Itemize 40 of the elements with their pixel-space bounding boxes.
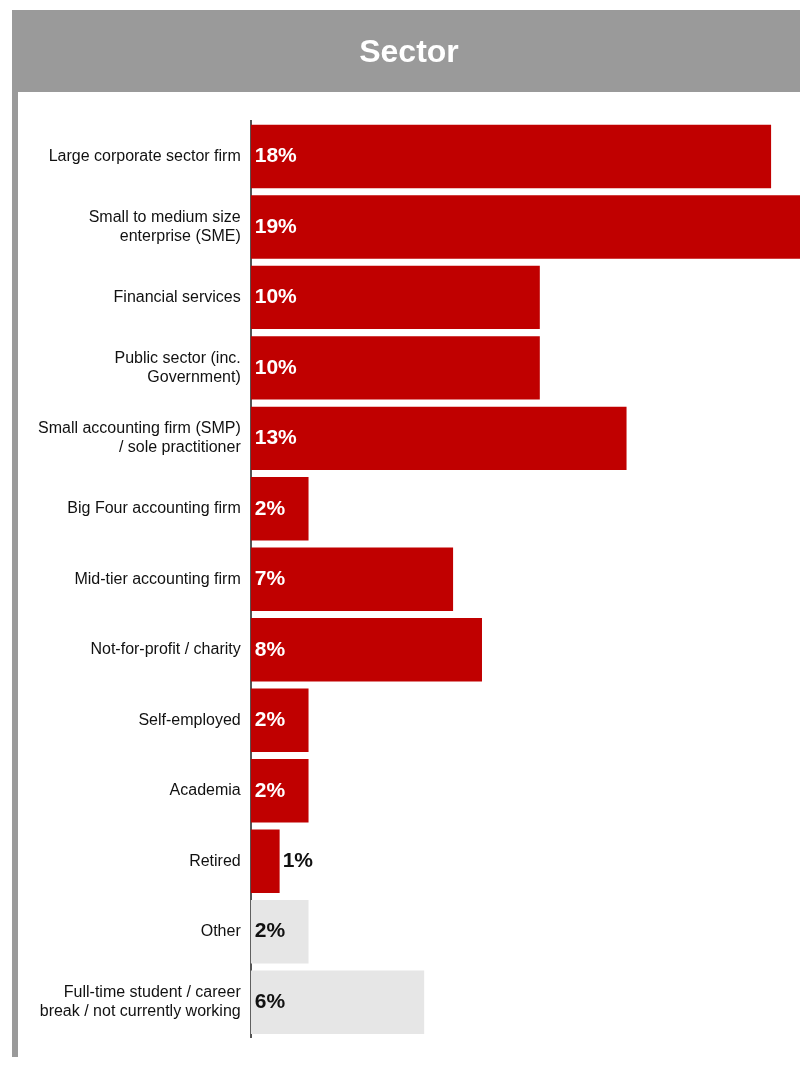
bar bbox=[250, 759, 309, 823]
data-label: 13% bbox=[254, 425, 298, 449]
y-tick-label: Financial services bbox=[113, 287, 241, 305]
data-label: 10% bbox=[254, 284, 298, 308]
bar bbox=[250, 265, 540, 330]
y-tick-label: Mid-tier accounting firm bbox=[74, 569, 241, 587]
y-tick-label: Small to medium size enterprise (SME) bbox=[88, 207, 241, 244]
data-label: 10% bbox=[254, 354, 298, 378]
data-label: 6% bbox=[254, 988, 286, 1012]
bar bbox=[250, 688, 309, 752]
y-tick-label: Self-employed bbox=[138, 710, 241, 728]
data-label: 18% bbox=[254, 143, 298, 167]
bar bbox=[250, 477, 309, 541]
y-tick-label: Not-for-profit / charity bbox=[90, 640, 241, 658]
y-tick-label: Large corporate sector firm bbox=[48, 146, 241, 164]
data-label: 2% bbox=[254, 918, 286, 942]
bar bbox=[250, 124, 772, 189]
bar bbox=[250, 336, 540, 400]
bar bbox=[250, 899, 309, 964]
data-label: 2% bbox=[254, 495, 286, 519]
bar bbox=[250, 195, 800, 259]
bar bbox=[250, 970, 425, 1034]
chart-title: Sector bbox=[18, 10, 800, 92]
y-tick-label: Public sector (inc. Government) bbox=[114, 348, 241, 385]
bar bbox=[250, 406, 627, 471]
bar bbox=[250, 547, 454, 612]
y-tick-label: Big Four accounting firm bbox=[67, 499, 241, 517]
y-tick-label: Small accounting firm (SMP) / sole practitioner bbox=[38, 419, 242, 456]
y-tick-label: Other bbox=[200, 922, 242, 940]
y-tick-label: Full-time student / career break / not currently working bbox=[39, 982, 242, 1020]
bar bbox=[250, 618, 482, 682]
data-label: 1% bbox=[282, 848, 314, 871]
data-label: 7% bbox=[254, 566, 286, 590]
data-label: 8% bbox=[254, 636, 286, 660]
data-label: 2% bbox=[254, 707, 286, 731]
data-label: 2% bbox=[254, 777, 286, 801]
y-tick-label: Academia bbox=[169, 781, 241, 799]
data-label: 19% bbox=[254, 213, 298, 237]
y-tick-label: Retired bbox=[189, 851, 241, 869]
bar bbox=[250, 829, 280, 893]
